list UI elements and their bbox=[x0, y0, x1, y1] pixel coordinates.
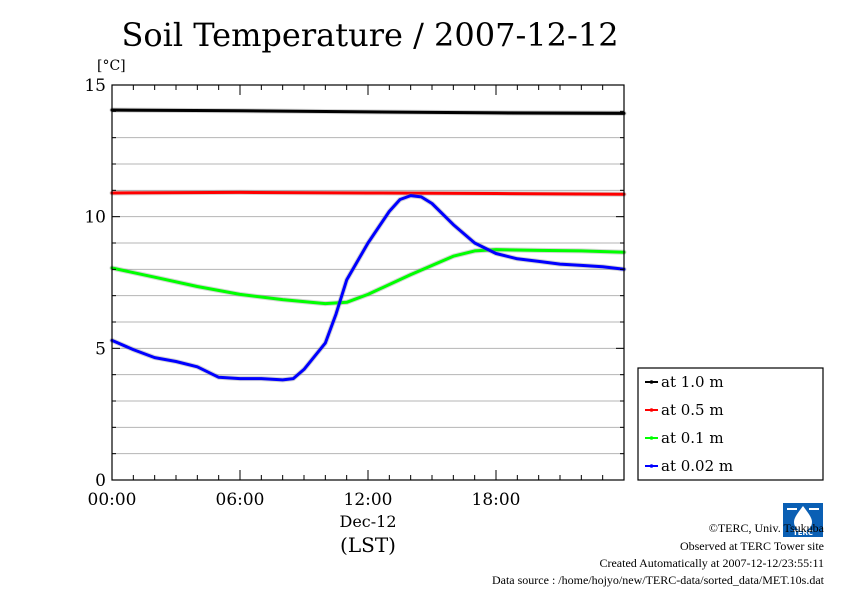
y-tick-label: 0 bbox=[95, 471, 106, 491]
chart-title: Soil Temperature / 2007-12-12 bbox=[121, 16, 618, 54]
y-tick-label: 15 bbox=[84, 76, 106, 96]
series-lines bbox=[109, 107, 627, 383]
x-axis-label: (LST) bbox=[340, 533, 396, 557]
terc-logo: TERC bbox=[783, 503, 823, 537]
legend-label: at 0.1 m bbox=[661, 429, 724, 447]
legend-marker bbox=[649, 464, 654, 468]
series-line bbox=[110, 194, 626, 382]
legend-marker bbox=[649, 436, 654, 440]
series-line bbox=[110, 190, 626, 196]
footer-created: Created Automatically at 2007-12-12/23:5… bbox=[599, 556, 824, 570]
x-tick-label: 18:00 bbox=[472, 490, 521, 510]
legend-label: at 0.5 m bbox=[661, 401, 724, 419]
footer-copyright: ©TERC, Univ. Tsukuba bbox=[708, 521, 824, 535]
axes: 0 5 10 15 00:00 06:00 12:00 18:00 bbox=[84, 76, 625, 510]
x-tick-label: 00:00 bbox=[88, 490, 137, 510]
logo-text: TERC bbox=[793, 529, 813, 537]
legend-marker bbox=[649, 380, 654, 384]
legend-marker bbox=[649, 408, 654, 412]
x-tick-label: 12:00 bbox=[344, 490, 393, 510]
x-tick-label: 06:00 bbox=[216, 490, 265, 510]
y-axis-unit: [°C] bbox=[97, 58, 126, 74]
series-line bbox=[110, 248, 626, 306]
legend-label: at 1.0 m bbox=[661, 373, 724, 391]
footer-observed: Observed at TERC Tower site bbox=[679, 539, 824, 553]
y-tick-label: 10 bbox=[84, 208, 106, 228]
legend-box bbox=[637, 367, 824, 481]
footer-source: Data source : /home/hojyo/new/TERC-data/… bbox=[491, 573, 824, 587]
legend-label: at 0.02 m bbox=[661, 457, 733, 475]
series-shadow bbox=[109, 193, 627, 383]
y-tick-label: 5 bbox=[95, 339, 106, 359]
x-axis-date-label: Dec-12 bbox=[339, 512, 396, 531]
legend: at 1.0 m at 0.5 m at 0.1 m at 0.02 m bbox=[637, 367, 824, 481]
series-line bbox=[110, 108, 626, 115]
